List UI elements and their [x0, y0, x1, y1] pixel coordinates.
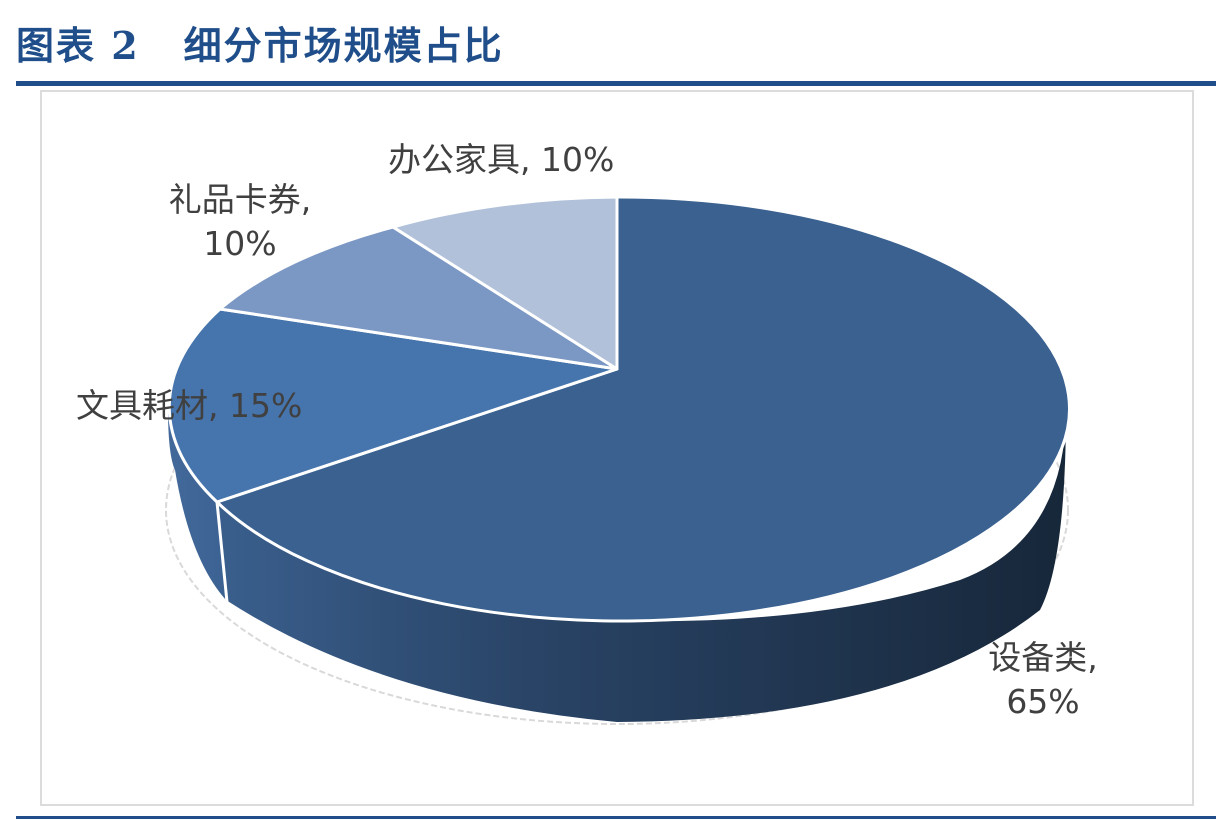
chart-title: 细分市场规模占比: [183, 22, 504, 68]
bottom-divider: [16, 816, 1216, 819]
label-gift-cards: 礼品卡券, 10%: [150, 178, 330, 266]
figure-title: 图表 2 细分市场规模占比: [16, 12, 504, 72]
side-equipment: [217, 408, 1066, 722]
slice-office-furniture: [391, 195, 619, 371]
side-divider: [215, 501, 229, 603]
title-divider: [16, 81, 1216, 86]
label-equipment: 设备类, 65%: [968, 636, 1118, 724]
slice-stationery: [167, 307, 619, 504]
label-gift-cards-value: 10%: [203, 224, 277, 263]
label-gift-cards-name: 礼品卡券,: [168, 180, 312, 219]
label-office-furniture: 办公家具, 10%: [388, 140, 615, 179]
slice-gift-cards: [218, 225, 619, 371]
label-equipment-value: 65%: [1006, 682, 1080, 721]
label-stationery: 文具耗材, 15%: [76, 386, 303, 425]
slice-equipment: [215, 195, 1071, 623]
figure-number: 图表 2: [16, 22, 140, 68]
label-equipment-name: 设备类,: [988, 638, 1098, 677]
